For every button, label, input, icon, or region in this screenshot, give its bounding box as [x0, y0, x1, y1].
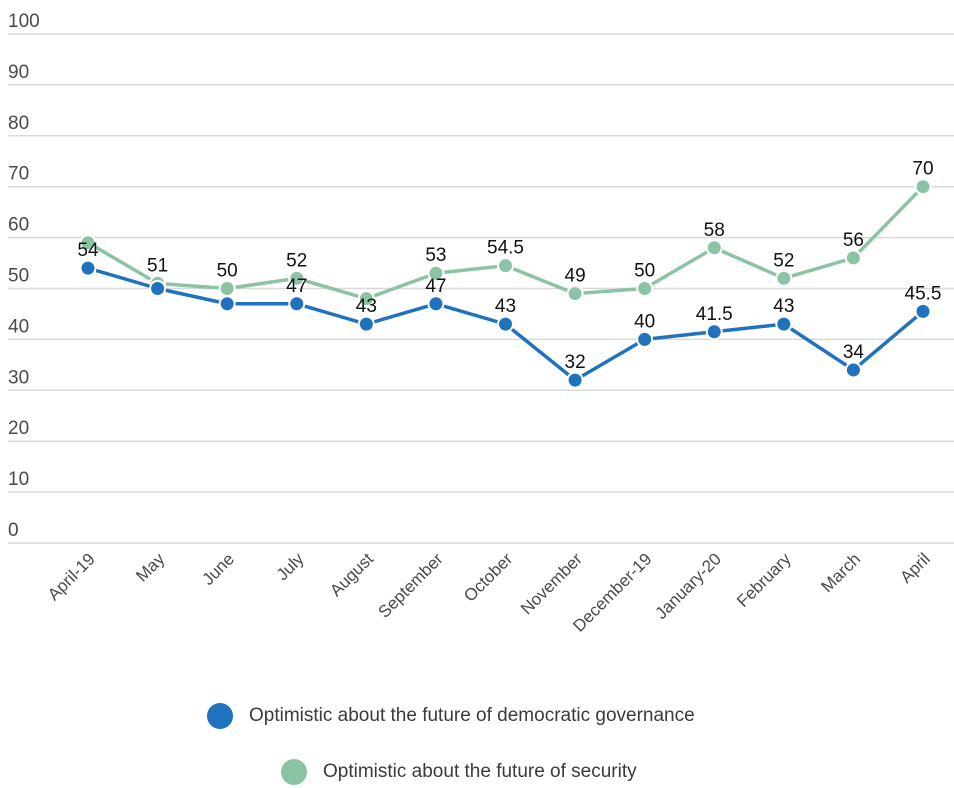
x-tick-label: May	[132, 549, 168, 585]
data-label: 53	[425, 245, 446, 266]
data-point[interactable]	[288, 269, 306, 287]
data-label: 51	[147, 255, 168, 276]
x-tick-label: March	[817, 549, 864, 596]
y-tick-label: 60	[8, 215, 29, 236]
data-point[interactable]	[775, 315, 793, 333]
legend-marker-icon	[207, 703, 233, 729]
x-tick-label: October	[460, 549, 516, 605]
data-point[interactable]	[566, 285, 584, 303]
legend-item-security[interactable]: Optimistic about the future of security	[281, 759, 637, 785]
data-point[interactable]	[218, 295, 236, 313]
data-label: 34	[843, 342, 865, 363]
data-label: 52	[773, 250, 794, 271]
data-point[interactable]	[636, 280, 654, 297]
series-democratic-governance	[79, 259, 932, 389]
data-point[interactable]	[566, 371, 584, 389]
data-point[interactable]	[497, 257, 514, 275]
data-point[interactable]	[914, 302, 932, 320]
y-tick-label: 40	[8, 316, 29, 337]
data-label: 54	[77, 240, 99, 261]
y-axis-ticks: 0 10 20 30 40 50 60 70 80 90 100	[8, 11, 40, 541]
legend-label: Optimistic about the future of democrati…	[249, 705, 695, 726]
line-chart: 0 10 20 30 40 50 60 70 80 90 100 April-19 May June Ju…	[8, 11, 954, 636]
data-point[interactable]	[79, 234, 97, 252]
y-tick-label: 70	[8, 164, 29, 185]
data-point[interactable]	[705, 323, 723, 341]
y-tick-label: 80	[8, 113, 29, 134]
data-label: 50	[634, 261, 655, 282]
data-label: 56	[843, 230, 864, 251]
data-point[interactable]	[636, 330, 654, 348]
data-label: 43	[495, 296, 516, 317]
x-tick-label: April	[896, 549, 933, 586]
data-label: 45.5	[905, 283, 942, 304]
y-tick-label: 50	[8, 266, 29, 287]
data-label: 50	[217, 261, 238, 282]
x-tick-label: August	[326, 549, 377, 600]
y-tick-label: 10	[8, 469, 29, 490]
data-label: 70	[912, 159, 933, 180]
y-tick-label: 20	[8, 418, 29, 439]
data-label: 49	[565, 266, 586, 287]
data-point[interactable]	[914, 178, 932, 196]
x-tick-label: November	[517, 549, 586, 618]
legend-label: Optimistic about the future of security	[323, 761, 637, 782]
data-point[interactable]	[427, 264, 445, 282]
data-point[interactable]	[844, 249, 862, 267]
data-point[interactable]	[844, 361, 862, 379]
data-label: 43	[773, 296, 794, 317]
data-label: 52	[286, 250, 307, 271]
data-point[interactable]	[497, 315, 514, 333]
y-tick-label: 0	[8, 520, 19, 541]
data-point[interactable]	[705, 239, 723, 257]
data-point[interactable]	[357, 315, 375, 333]
series-security	[79, 178, 932, 308]
data-label: 47	[425, 276, 446, 297]
data-point[interactable]	[149, 280, 167, 297]
data-point[interactable]	[427, 295, 445, 313]
legend-marker-icon	[281, 759, 307, 785]
data-label: 43	[356, 296, 377, 317]
x-tick-label: January-20	[651, 549, 725, 623]
data-label: 58	[704, 220, 725, 241]
data-point[interactable]	[288, 295, 306, 313]
data-labels: 51 50 52 53 54.5 49 50 58 52 56 70 54 47 43 47 43 32 40 41…	[77, 159, 941, 373]
data-label: 32	[565, 352, 586, 373]
data-label: 41.5	[696, 304, 733, 325]
data-label: 54.5	[487, 238, 524, 259]
data-label: 47	[286, 276, 307, 297]
x-tick-label: February	[733, 549, 795, 611]
data-point[interactable]	[357, 290, 375, 308]
y-tick-label: 100	[8, 11, 40, 32]
legend-item-democratic-governance[interactable]: Optimistic about the future of democrati…	[207, 703, 695, 729]
x-tick-label: April-19	[44, 549, 99, 604]
y-tick-label: 30	[8, 367, 29, 388]
data-point[interactable]	[775, 269, 793, 287]
data-label: 40	[634, 311, 655, 332]
data-point[interactable]	[79, 259, 97, 277]
x-tick-label: June	[198, 549, 238, 589]
x-tick-label: September	[374, 549, 446, 621]
data-point[interactable]	[218, 280, 236, 297]
series-lines	[79, 178, 932, 389]
y-tick-label: 90	[8, 62, 29, 83]
x-tick-label: July	[273, 549, 308, 584]
